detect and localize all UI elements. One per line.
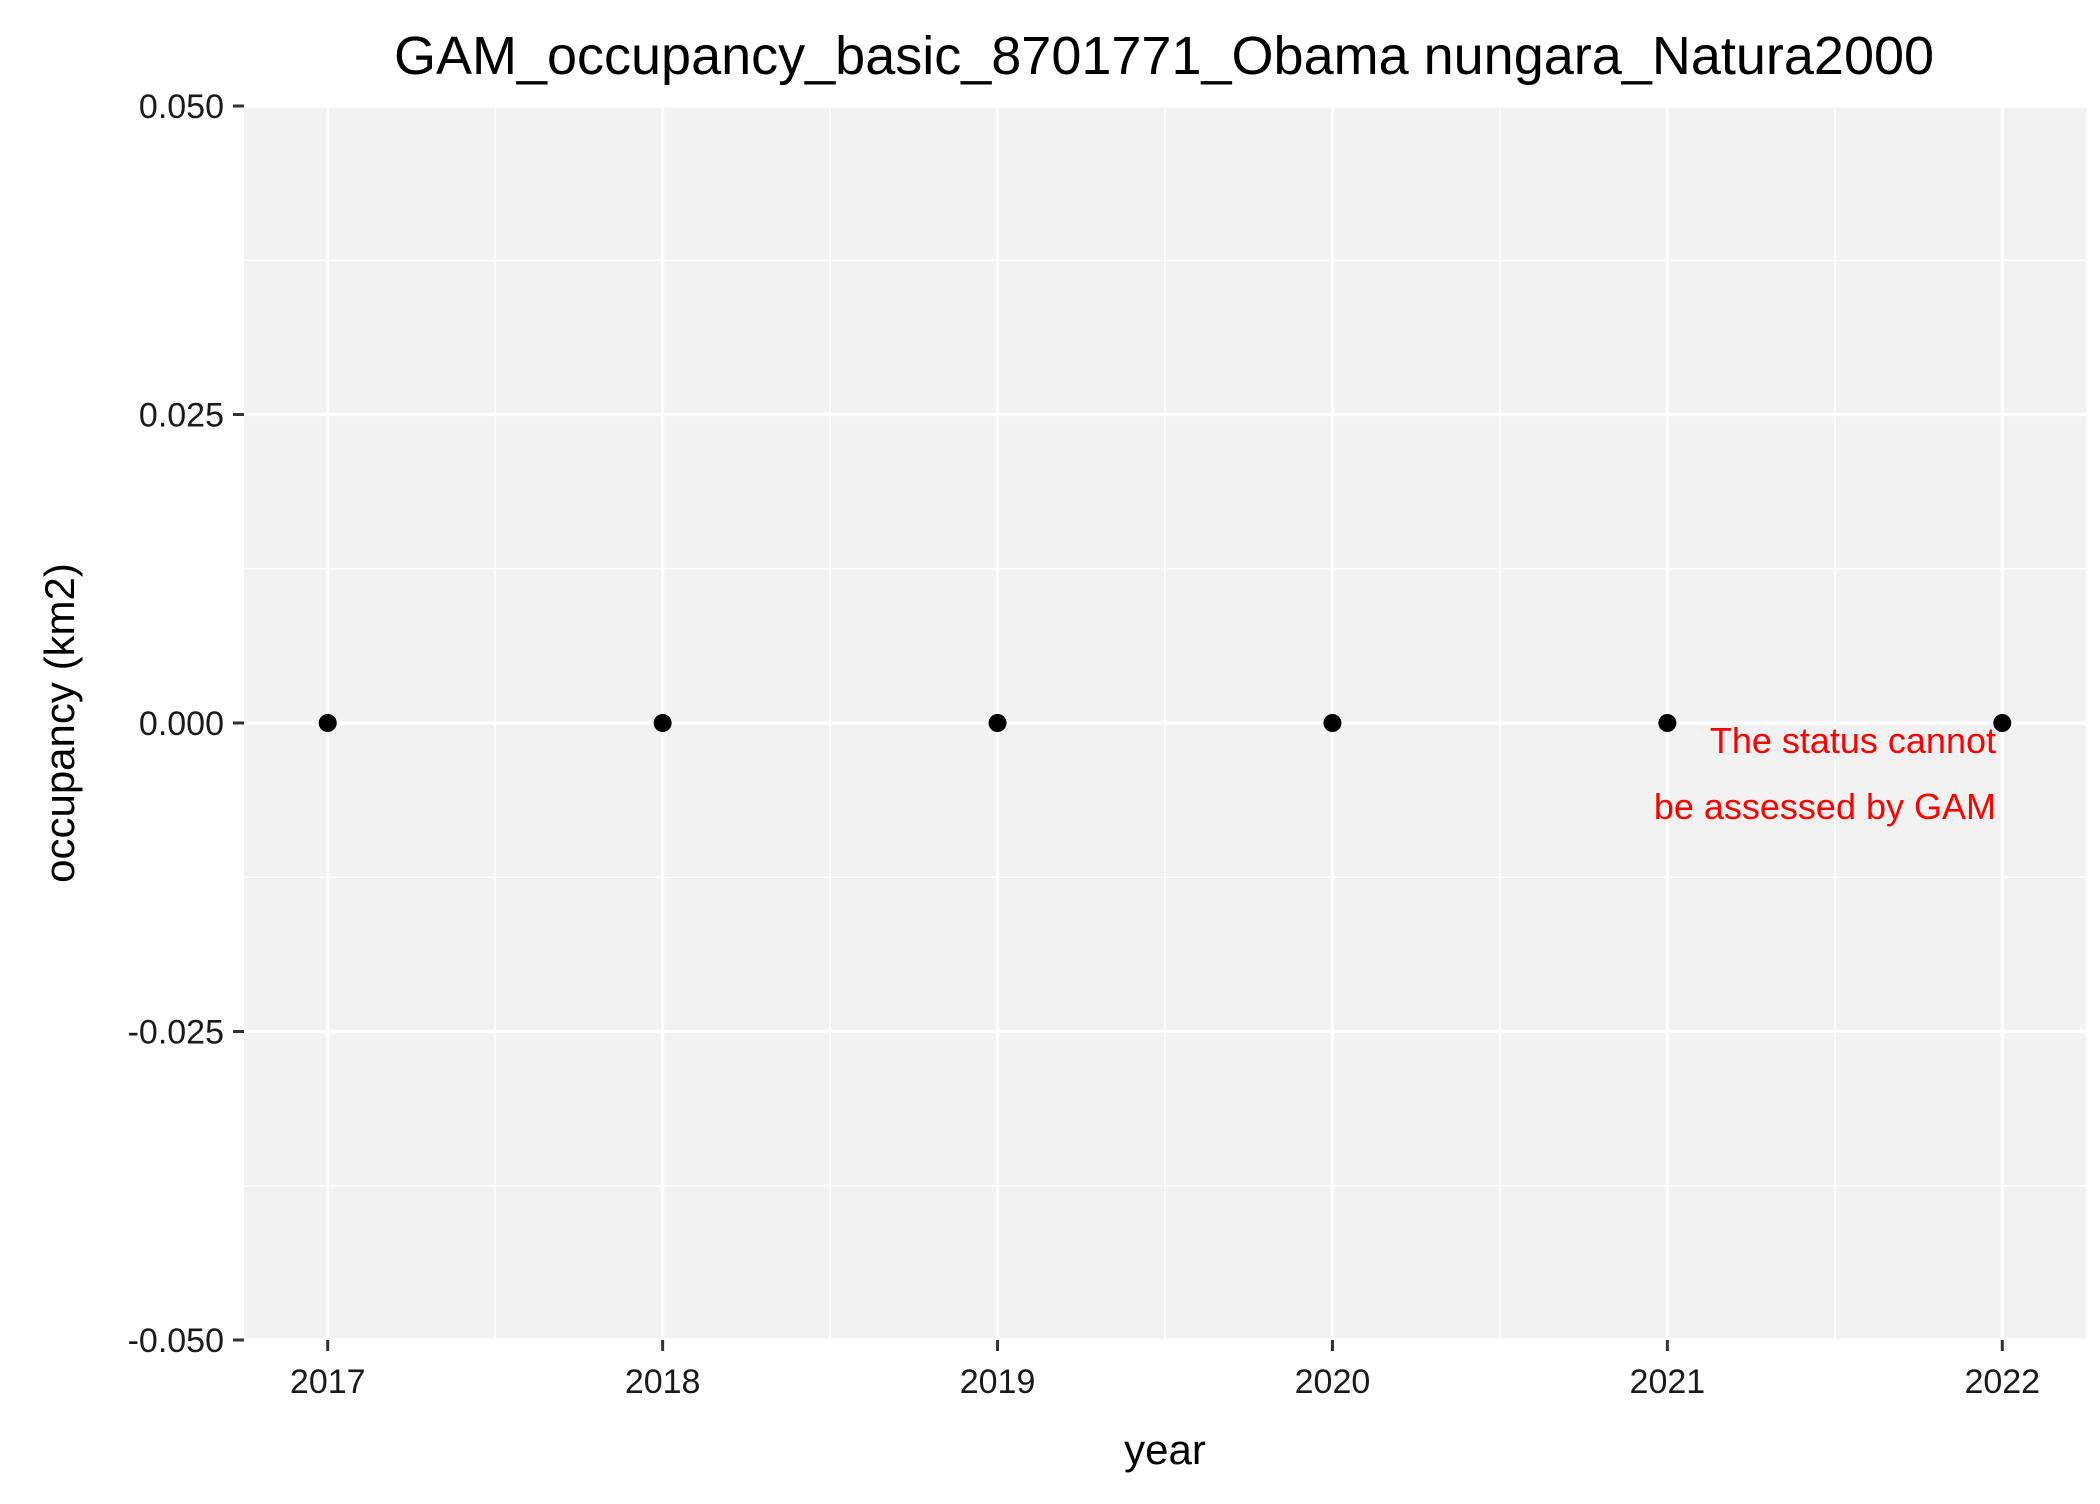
x-tick-label: 2017 <box>290 1363 366 1401</box>
data-point <box>1323 714 1342 732</box>
y-tick-label: -0.050 <box>128 1322 224 1360</box>
x-axis: 2017 2018 2019 2020 2021 2022 <box>290 1340 2040 1401</box>
x-tick-label: 2018 <box>625 1363 701 1401</box>
x-tick-label: 2019 <box>960 1363 1036 1401</box>
annotation-line: The status cannot <box>1710 720 1996 761</box>
y-axis-title: occupancy (km2) <box>36 563 83 883</box>
data-point <box>1993 714 2012 732</box>
data-point <box>988 714 1007 732</box>
y-tick-label: 0.050 <box>139 88 224 126</box>
data-points <box>318 714 2012 732</box>
chart-title: GAM_occupancy_basic_8701771_Obama nungar… <box>394 26 1934 86</box>
data-point <box>653 714 672 732</box>
data-point <box>1658 714 1677 732</box>
status-annotation: The status cannot be assessed by GAM <box>1654 720 1996 827</box>
annotation-line: be assessed by GAM <box>1654 786 1996 827</box>
x-tick-label: 2021 <box>1630 1363 1706 1401</box>
x-axis-title: year <box>1124 1426 1206 1473</box>
y-axis: 0.050 0.025 0.000 -0.025 -0.050 <box>128 88 244 1360</box>
x-tick-label: 2020 <box>1295 1363 1371 1401</box>
y-tick-label: 0.000 <box>139 705 224 743</box>
data-point <box>318 714 337 732</box>
x-tick-label: 2022 <box>1964 1363 2040 1401</box>
y-tick-label: 0.025 <box>139 397 224 435</box>
y-tick-label: -0.025 <box>128 1014 224 1052</box>
